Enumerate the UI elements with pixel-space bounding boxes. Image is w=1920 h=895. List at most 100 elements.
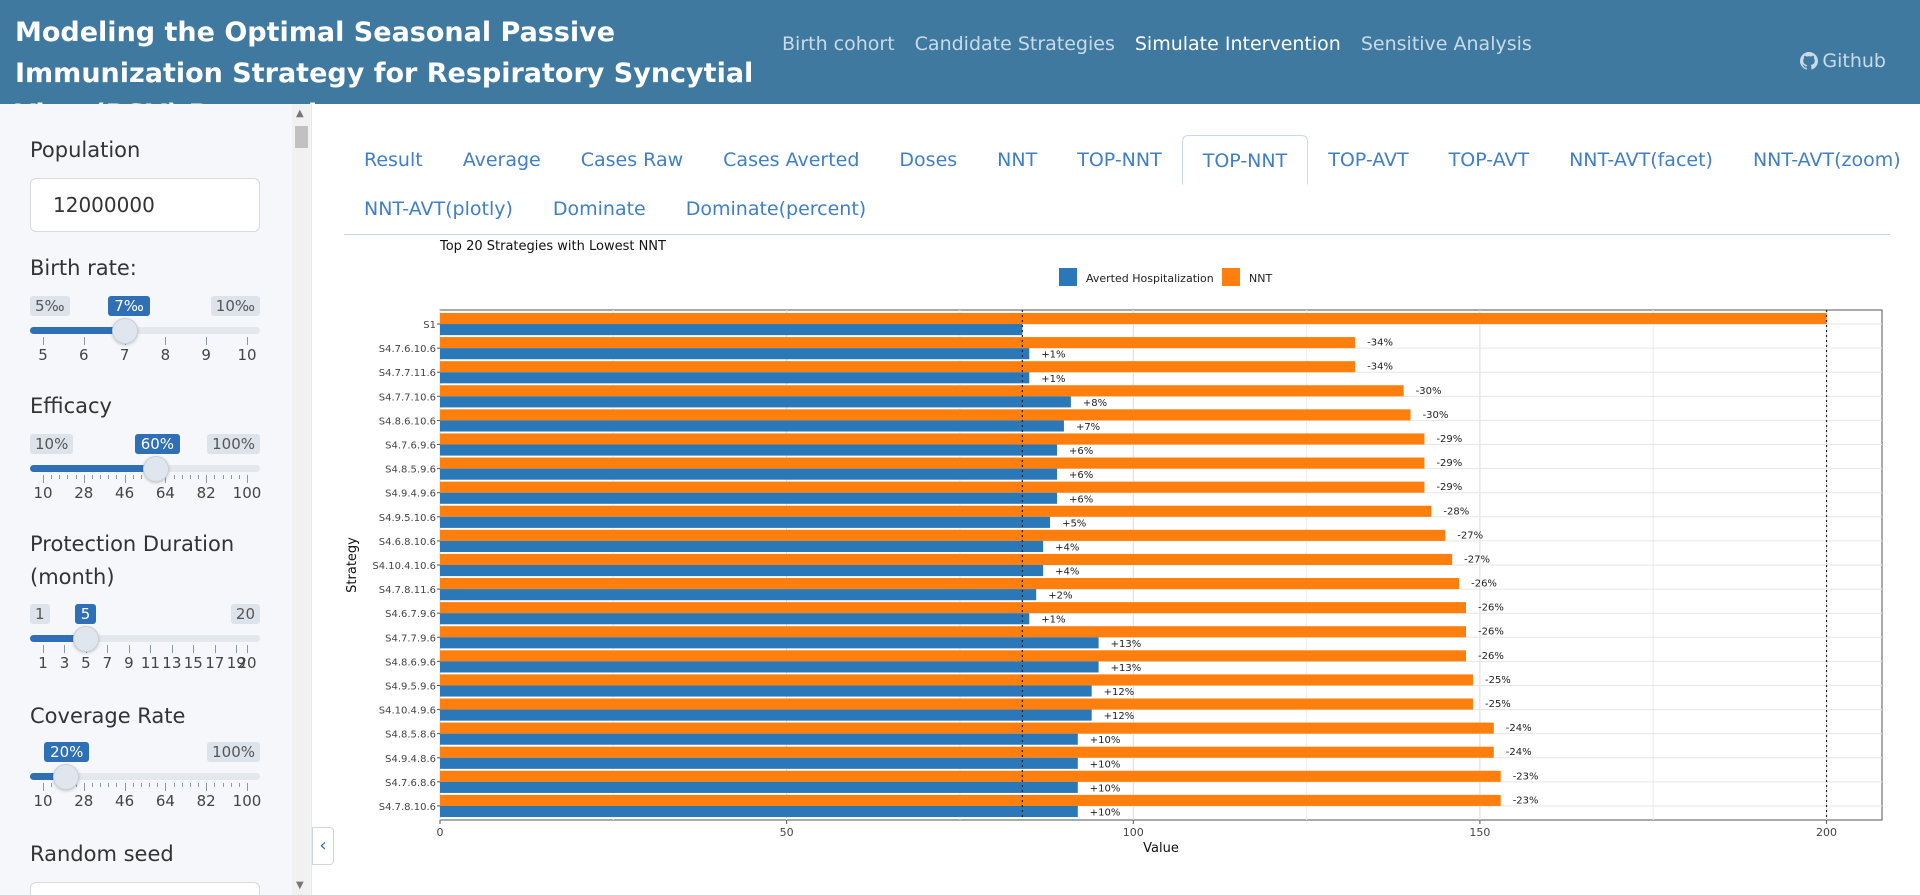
nav-sensitive-analysis[interactable]: Sensitive Analysis: [1360, 33, 1532, 55]
tab-top-nnt[interactable]: TOP-NNT: [1181, 135, 1309, 185]
data-label-nnt: -27%: [1457, 530, 1483, 541]
data-label-nnt: -23%: [1513, 771, 1539, 782]
tab-dominate[interactable]: Dominate: [552, 198, 646, 220]
slider-minor-tick: [116, 783, 118, 787]
tab-nnt-avt-zoom[interactable]: NNT-AVT(zoom): [1752, 149, 1901, 171]
slider-minor-tick: [108, 475, 110, 479]
tab-dominate-percent[interactable]: Dominate(percent): [685, 198, 867, 220]
tab-average[interactable]: Average: [462, 149, 541, 171]
slider-minor-tick: [91, 475, 93, 479]
y-tick-label: S4.10.4.10.6: [372, 561, 436, 572]
slider-minor-tick: [51, 783, 53, 787]
slider-minor-tick: [140, 783, 142, 787]
data-label-averted: +13%: [1111, 639, 1142, 650]
bar-averted: [440, 372, 1030, 384]
slider-tick: [206, 475, 208, 483]
tab-nnt[interactable]: NNT: [997, 149, 1038, 171]
slider-minor-tick: [214, 475, 216, 479]
y-tick-label: S4.8.6.10.6: [379, 416, 436, 427]
slider-minor-tick: [189, 475, 191, 479]
tab-top-avt[interactable]: TOP-AVT: [1328, 149, 1409, 171]
duration-slider-handle[interactable]: [72, 626, 99, 652]
slider-tick: [165, 337, 167, 345]
efficacy-ticks: [30, 475, 260, 483]
data-label-nnt: -29%: [1436, 434, 1462, 445]
slider-minor-tick: [67, 475, 69, 479]
random-seed-label: Random seed: [30, 842, 174, 866]
tab-nnt-avt-facet[interactable]: NNT-AVT(facet): [1569, 149, 1713, 171]
y-tick-label: S4.7.7.11.6: [379, 368, 436, 379]
slider-tick: [165, 783, 167, 791]
slider-tick-label: 11: [140, 654, 160, 672]
slider-tick: [83, 475, 85, 483]
coverage-slider-handle[interactable]: [52, 764, 79, 790]
scroll-thumb[interactable]: [295, 126, 308, 148]
duration-slider[interactable]: 1 20 5 1 3 5 7 9 11 13 15 17 19 20: [30, 604, 260, 672]
bar-nnt: [440, 433, 1425, 445]
slider-minor-tick: [173, 475, 175, 479]
slider-tick-label: 17: [205, 654, 225, 672]
birth_rate-slider-handle[interactable]: [111, 318, 138, 344]
random-seed-input[interactable]: [30, 882, 260, 895]
scroll-down-arrow-icon[interactable]: ▼: [296, 880, 304, 891]
bar-nnt: [440, 409, 1411, 421]
sidebar-scrollbar[interactable]: ▲ ▼: [292, 104, 310, 895]
efficacy-slider-handle[interactable]: [143, 456, 170, 482]
data-label-averted: +12%: [1104, 711, 1135, 722]
tab-nnt-avt-plotly[interactable]: NNT-AVT(plotly): [364, 198, 513, 220]
slider-minor-tick: [149, 783, 151, 787]
scroll-up-arrow-icon[interactable]: ▲: [296, 108, 304, 119]
bar-averted: [440, 685, 1092, 697]
bar-averted: [440, 492, 1058, 504]
efficacy-fill: [30, 465, 157, 472]
slider-tick: [247, 475, 248, 483]
data-label-nnt: -29%: [1436, 482, 1462, 493]
bar-nnt: [440, 553, 1453, 565]
bar-nnt: [440, 722, 1494, 734]
tab-cases-raw[interactable]: Cases Raw: [580, 149, 684, 171]
slider-minor-tick: [230, 783, 232, 787]
tab-row-1: Result Average Cases Raw Cases Averted Doses…: [344, 135, 1920, 185]
tab-result[interactable]: Result: [364, 149, 423, 171]
slider-minor-tick: [91, 783, 93, 787]
tab-cases-averted[interactable]: Cases Averted: [723, 149, 860, 171]
y-tick-label: S4.7.8.11.6: [379, 585, 436, 596]
data-label-averted: +1%: [1041, 374, 1065, 385]
efficacy-slider[interactable]: 10% 100% 60% 10 28 46 64 82 100: [30, 434, 261, 502]
github-link[interactable]: Github: [1800, 50, 1886, 72]
slider-tick-label: 46: [115, 484, 135, 502]
coverage-value-label: 20%: [44, 742, 90, 762]
population-input[interactable]: 12000000: [30, 178, 260, 232]
birth-rate-slider[interactable]: 5‰ 10‰ 7‰ 5 6 7 8 9 10: [30, 296, 260, 364]
x-axis-title: Value: [1143, 841, 1179, 856]
tab-doses[interactable]: Doses: [899, 149, 958, 171]
bar-nnt: [440, 505, 1432, 517]
legend-swatch-nnt: [1222, 268, 1240, 286]
duration-fill: [30, 635, 86, 642]
slider-tick: [124, 475, 126, 483]
nav-simulate-intervention[interactable]: Simulate Intervention: [1134, 33, 1341, 55]
coverage-rate-slider[interactable]: 100% 20% 10 28 46 64 82 100: [30, 742, 261, 810]
bar-averted: [440, 805, 1078, 818]
data-label-averted: +6%: [1069, 446, 1093, 457]
nav-candidate-strategies[interactable]: Candidate Strategies: [914, 33, 1115, 55]
birth_rate-value-label: 7‰: [108, 296, 150, 316]
collapse-sidebar-button[interactable]: ‹: [312, 827, 334, 865]
tab-top-avt[interactable]: TOP-AVT: [1448, 149, 1530, 171]
slider-minor-tick: [132, 783, 134, 787]
bar-nnt: [440, 794, 1501, 806]
slider-minor-tick: [51, 475, 53, 479]
coverage-fill: [30, 773, 66, 780]
y-tick-label: S4.7.6.8.6: [385, 778, 436, 789]
data-label-averted: +4%: [1055, 567, 1079, 578]
slider-tick-label: 82: [196, 792, 216, 810]
slider-tick-label: 13: [162, 654, 182, 672]
birth_rate-fill: [30, 327, 125, 334]
y-tick-label: S4.10.4.9.6: [379, 706, 436, 717]
bar-averted: [440, 757, 1078, 769]
nav-birth-cohort[interactable]: Birth cohort: [782, 33, 895, 55]
slider-tick-label: 10: [33, 484, 53, 502]
birth_rate-max-label: 10‰: [210, 296, 260, 316]
tab-top-nnt[interactable]: TOP-NNT: [1077, 149, 1162, 171]
legend-label-averted: Averted Hospitalization: [1086, 272, 1214, 285]
